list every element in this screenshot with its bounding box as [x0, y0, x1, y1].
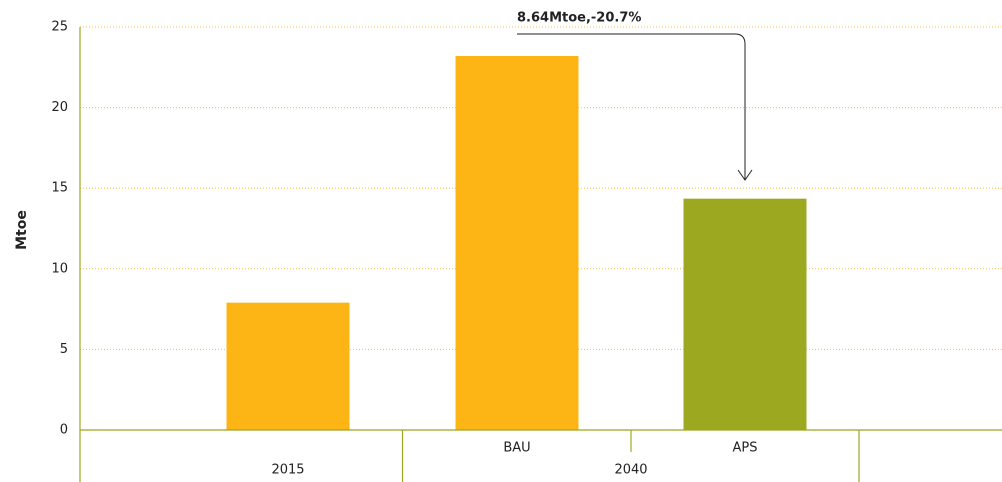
arrow-head [737, 169, 753, 181]
group-label: 2040 [614, 463, 647, 478]
y-tick-label: 20 [51, 100, 68, 115]
y-tick-label: 10 [51, 261, 68, 276]
group-label: 2015 [271, 463, 304, 478]
bar [226, 302, 350, 430]
bar [455, 56, 579, 431]
y-axis-label: Mtoe [14, 210, 30, 250]
annotation: 8.64Mtoe,-20.7% [517, 11, 641, 26]
y-tick-label: 5 [60, 342, 68, 357]
y-tick-label: 0 [60, 423, 68, 438]
x-tick-label: APS [733, 441, 758, 456]
annotation-arrow [517, 33, 746, 180]
x-tick-label: BAU [503, 441, 530, 456]
bar [683, 198, 807, 430]
y-tick-label: 25 [51, 20, 68, 35]
y-tick-label: 15 [51, 181, 68, 196]
